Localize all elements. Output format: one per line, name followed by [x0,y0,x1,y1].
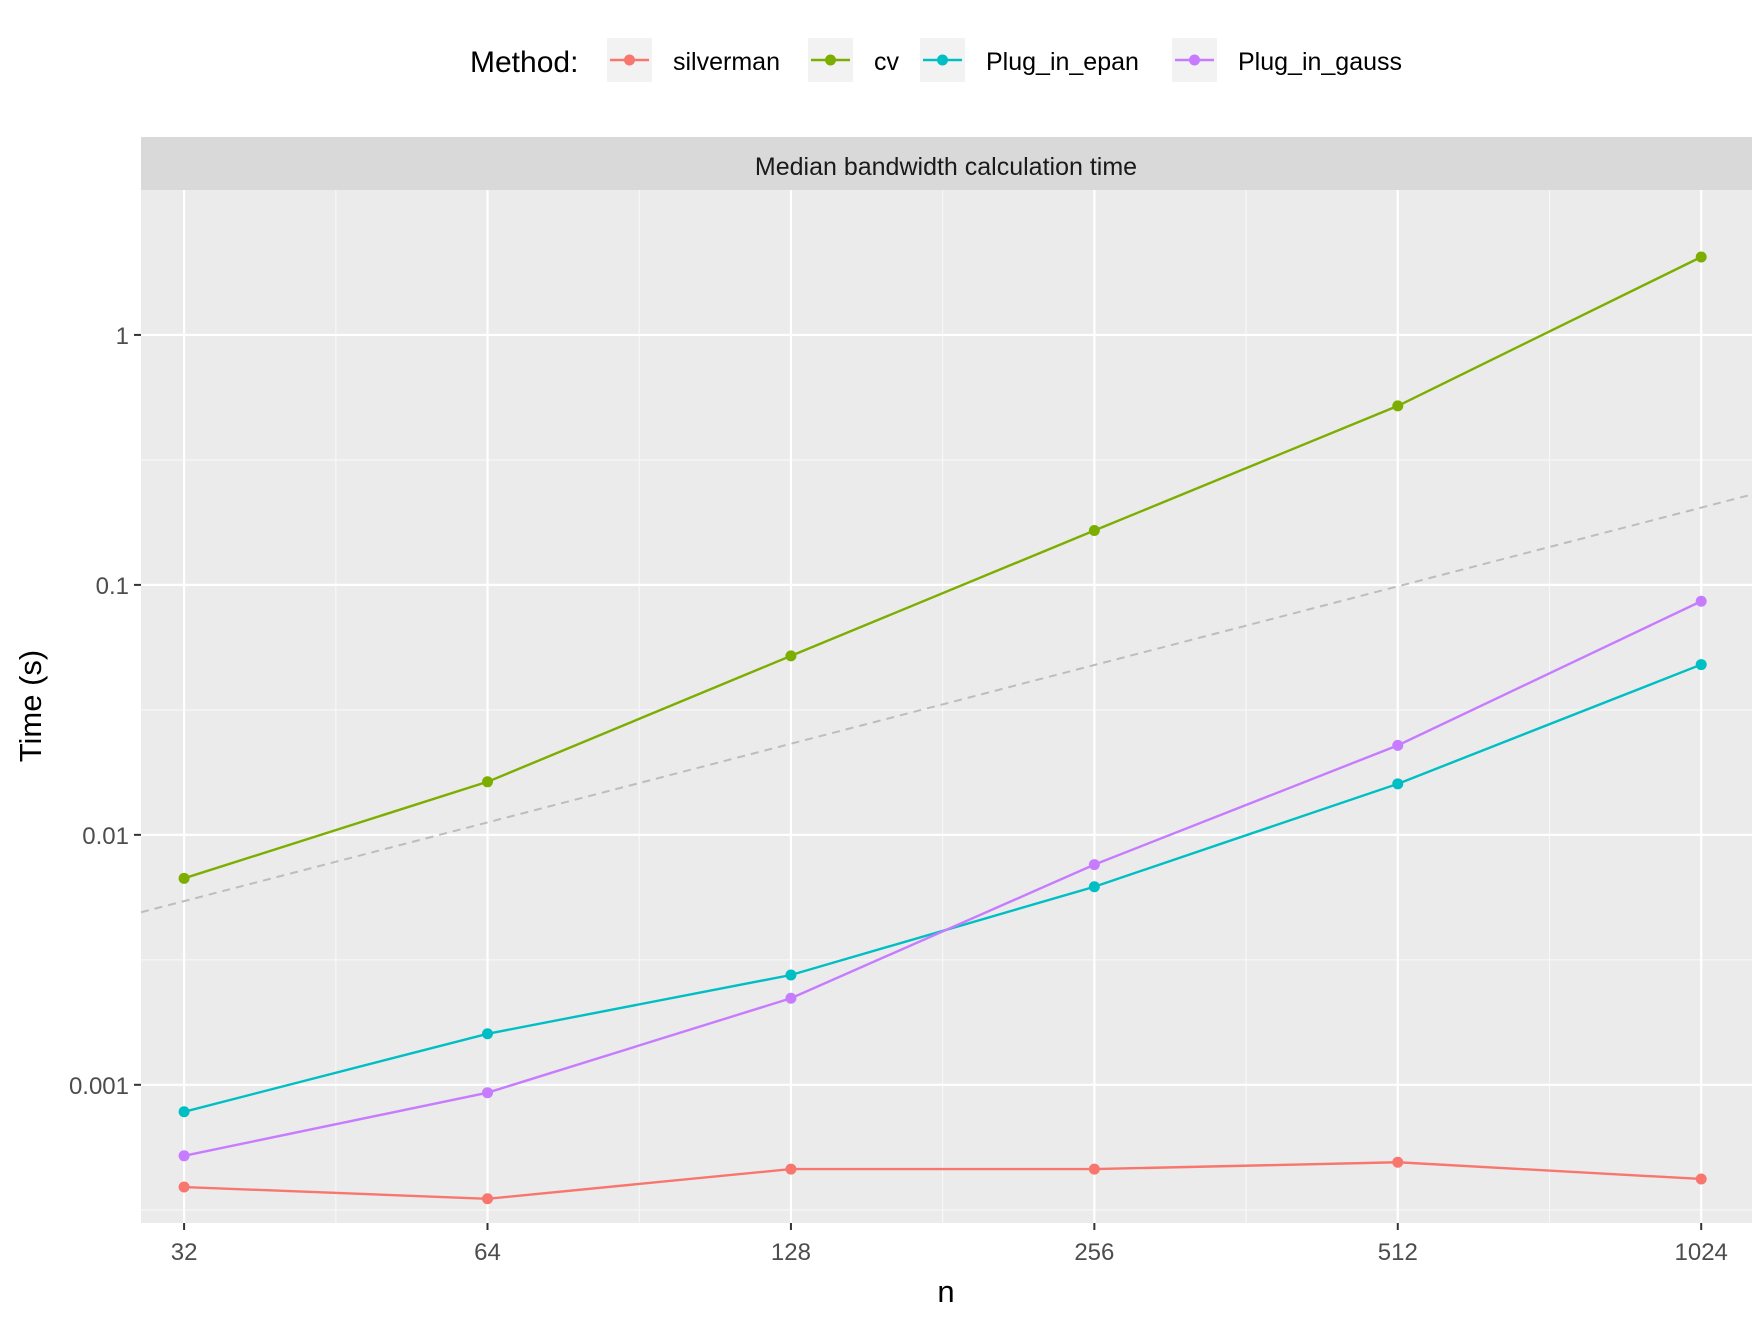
series-lines [183,255,1702,1200]
panel-background [141,190,1752,1223]
data-point-plug_in_epan [1392,778,1404,790]
x-tick-label: 64 [474,1239,501,1266]
data-point-cv [1392,400,1404,412]
x-tick-label: 32 [171,1239,198,1266]
data-point-cv [482,776,494,788]
legend-key-point [624,54,635,66]
y-axis-title: Time (s) [13,650,48,763]
legend-key-point [1189,54,1200,66]
legend-label: Plug_in_gauss [1238,48,1402,76]
strip-background [141,137,1752,190]
data-point-plug_in_epan [482,1028,494,1040]
x-tick-label: 256 [1074,1239,1114,1266]
series-points [178,251,1707,1205]
legend-key-point [937,54,948,66]
data-point-plug_in_epan [178,1106,190,1118]
grid-minor [141,190,1752,1223]
series-line-plug_in_gauss [183,600,1702,1157]
data-point-plug_in_epan [1088,881,1100,893]
legend-items: silverman cv Plug_in_epan Plug_in_gauss [607,38,1402,82]
legend-label: silverman [673,48,780,76]
data-point-silverman [482,1193,494,1205]
data-point-plug_in_gauss [482,1087,494,1099]
y-tick-label: 0.1 [96,573,129,600]
data-point-plug_in_gauss [1695,595,1707,607]
legend-label: Plug_in_epan [986,48,1139,76]
data-point-silverman [785,1163,797,1175]
x-axis-title: n [937,1274,954,1309]
reference-line-dashed [140,493,1753,914]
x-tick-label: 128 [771,1239,811,1266]
y-tick-label: 0.001 [69,1073,129,1100]
grid-major [141,190,1752,1223]
data-point-plug_in_gauss [178,1150,190,1162]
x-tick-label: 512 [1378,1239,1418,1266]
series-line-silverman [184,1161,1702,1200]
data-point-cv [1695,251,1707,263]
data-point-cv [1088,525,1100,537]
data-point-silverman [178,1181,190,1193]
data-point-cv [785,650,797,662]
facet-title: Median bandwidth calculation time [755,153,1137,181]
data-point-silverman [1392,1156,1404,1168]
y-tick-label: 1 [116,323,129,350]
legend-label: cv [874,48,900,76]
plot-panel: Median bandwidth calculation time [140,137,1753,1223]
y-axis: 0.001 0.01 0.1 1 [69,323,141,1100]
data-point-plug_in_epan [785,969,797,981]
y-tick-label: 0.01 [82,823,129,850]
data-point-plug_in_gauss [785,992,797,1004]
reference-line [140,493,1753,914]
legend-key-point [825,54,836,66]
legend-title: Method: [470,46,578,79]
x-tick-label: 1024 [1675,1239,1728,1266]
legend: Method: silverman cv Plug_in_epan Plug_in_g… [470,38,1402,82]
data-point-plug_in_gauss [1088,859,1100,871]
data-point-silverman [1088,1163,1100,1175]
data-point-silverman [1695,1173,1707,1185]
series-line-cv [183,255,1702,880]
data-point-plug_in_gauss [1392,739,1404,751]
x-axis: 32 64 128 256 512 1024 [171,1223,1728,1266]
data-point-cv [178,872,190,884]
data-point-plug_in_epan [1695,659,1707,671]
